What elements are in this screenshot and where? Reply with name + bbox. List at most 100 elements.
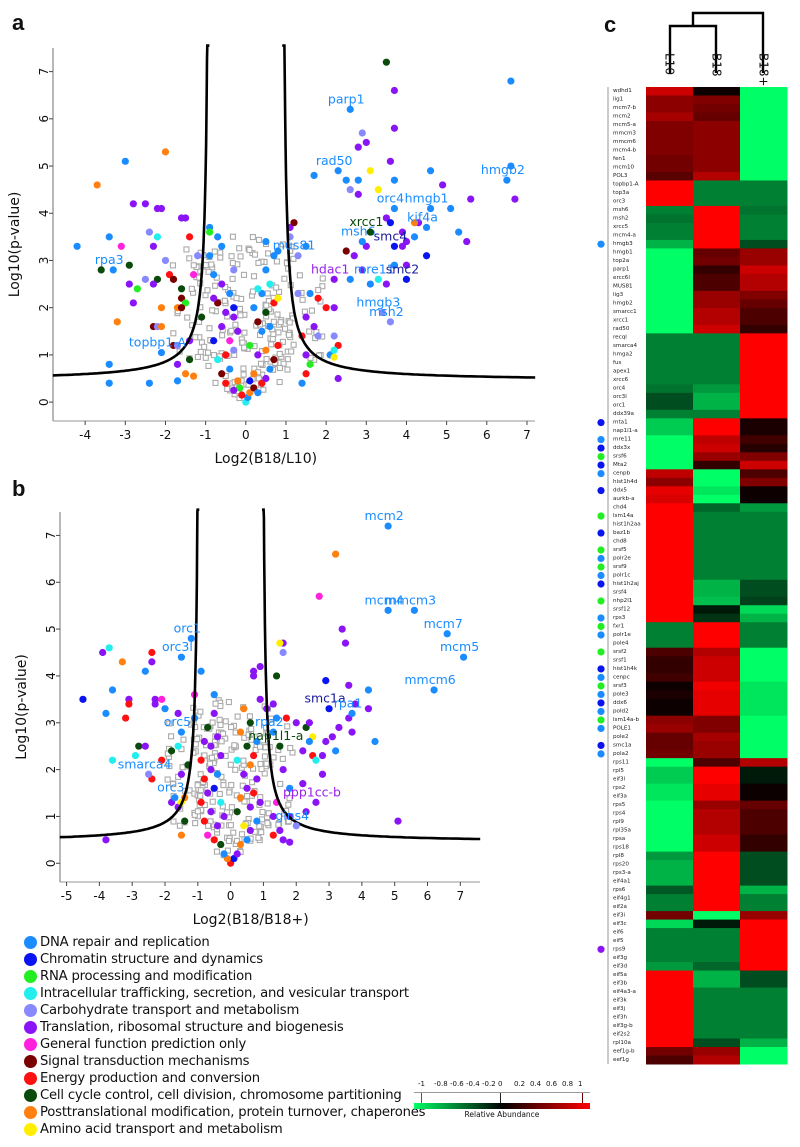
heatmap-cell xyxy=(740,928,788,938)
data-point-ptm xyxy=(246,389,254,397)
heatmap-cell xyxy=(693,681,741,691)
heatmap-cell xyxy=(693,358,741,368)
data-point-transl xyxy=(151,700,159,708)
legend-swatch xyxy=(24,953,37,966)
gray-point xyxy=(249,779,256,786)
heatmap-cell xyxy=(646,622,694,632)
heatmap-row-label: hmgb3 xyxy=(613,241,633,247)
labeled-point xyxy=(426,204,435,213)
heatmap-row-label: wdhd1 xyxy=(613,88,632,94)
gray-point xyxy=(217,254,224,261)
gray-point xyxy=(188,285,195,292)
x-tick-label: 3 xyxy=(325,889,333,903)
gene-label: mmcm3 xyxy=(385,592,436,607)
heatmap-cell xyxy=(693,860,741,870)
data-point-transl xyxy=(217,751,225,760)
gray-point xyxy=(233,837,241,844)
heatmap-cell xyxy=(740,1038,788,1048)
data-point-dna xyxy=(366,280,374,288)
data-point-dna xyxy=(108,686,117,694)
heatmap-cell xyxy=(740,163,788,173)
heatmap-cell xyxy=(693,367,741,377)
heatmap-cell xyxy=(693,87,741,96)
heatmap-cell xyxy=(646,1047,694,1057)
gray-point xyxy=(273,258,280,265)
heatmap-cell xyxy=(693,120,741,130)
legend-item-rna: RNA processing and modification xyxy=(24,968,425,985)
heatmap-row-label: rpl5 xyxy=(613,768,624,774)
gene-label: rpa2 xyxy=(255,714,284,729)
heatmap-cell xyxy=(693,469,741,479)
heatmap-row-label: hmgb1 xyxy=(613,250,633,256)
x-tick-label: 2 xyxy=(322,428,330,442)
gray-point xyxy=(194,808,201,815)
volcano-plot-a: -4 -3 -2 -1 0 1 2 3 4 5 6 7 0 1 2 3 4 5 6 7 Log2(B18/L10) Log… xyxy=(7,44,536,467)
heatmap-cell xyxy=(740,698,788,708)
x-tick-label: 7 xyxy=(456,889,464,903)
heatmap-cell xyxy=(693,146,741,156)
heatmap-row-label: lsm14a-b xyxy=(613,717,639,723)
data-point-signal xyxy=(250,384,258,392)
data-point-rna xyxy=(246,341,254,350)
data-point-energy xyxy=(249,751,258,760)
x-tick-label: 2 xyxy=(292,889,300,903)
heatmap-row-label: eif3i xyxy=(613,912,626,918)
heatmap-cell xyxy=(693,579,741,589)
heatmap-cell xyxy=(693,571,741,581)
heatmap-cell xyxy=(740,333,788,343)
heatmap-row-label: eif3k xyxy=(613,997,628,1003)
data-point-dna xyxy=(218,242,226,250)
gray-point xyxy=(197,771,204,778)
heatmap-cell xyxy=(646,698,694,708)
gene-label: mcm5 xyxy=(440,639,479,654)
data-point-carb xyxy=(358,129,366,137)
heatmap-cell xyxy=(646,613,694,623)
legend-label: RNA processing and modification xyxy=(40,969,253,984)
heatmap-cell xyxy=(693,452,741,462)
row-category-dot xyxy=(597,512,605,520)
gray-point xyxy=(241,344,248,351)
data-point-energy xyxy=(249,789,258,797)
gray-point xyxy=(194,735,201,742)
gray-point xyxy=(259,808,266,816)
row-category-dot xyxy=(597,529,605,537)
color-scale-tick-label: 0.2 xyxy=(514,1080,526,1088)
heatmap-row-label: srsf3 xyxy=(613,683,627,689)
data-point-ptm xyxy=(246,761,254,769)
heatmap-cell xyxy=(740,902,788,912)
heatmap-cell xyxy=(646,860,694,870)
heatmap-cell xyxy=(740,180,788,190)
data-point-cellcycle xyxy=(181,817,189,825)
gray-point xyxy=(169,262,176,269)
heatmap-cell xyxy=(693,231,741,241)
heatmap-row-label: hist1h2aa xyxy=(613,522,641,528)
heatmap-cell xyxy=(646,87,694,96)
heatmap-cell xyxy=(693,775,741,785)
heatmap-cell xyxy=(740,1055,788,1065)
gray-point xyxy=(213,848,220,855)
data-point-carb xyxy=(330,332,338,340)
heatmap-row-label: hist1h4k xyxy=(613,666,638,672)
heatmap-cell xyxy=(693,239,741,249)
gray-point xyxy=(301,308,308,315)
x-tick-label: 1 xyxy=(282,428,290,442)
gene-label: smc1a xyxy=(304,691,345,706)
heatmap-cell xyxy=(646,154,694,164)
heatmap-row-label: pola2 xyxy=(613,751,629,757)
gene-label: hmgb3 xyxy=(356,294,400,309)
heatmap-cell xyxy=(646,231,694,241)
heatmap-cell xyxy=(646,953,694,963)
gray-point xyxy=(197,348,204,355)
data-point-dna xyxy=(426,167,435,175)
gray-point xyxy=(191,811,198,818)
data-point-cellcycle xyxy=(246,719,254,727)
gray-point xyxy=(284,723,291,730)
heatmap-cell xyxy=(693,299,741,309)
data-point-cellcycle xyxy=(153,275,162,283)
heatmap-cell xyxy=(693,214,741,224)
heatmap-cell xyxy=(646,1038,694,1048)
heatmap-cell xyxy=(646,333,694,343)
heatmap-cell xyxy=(740,120,788,130)
data-point-dna xyxy=(253,737,261,746)
gray-point xyxy=(217,721,224,729)
